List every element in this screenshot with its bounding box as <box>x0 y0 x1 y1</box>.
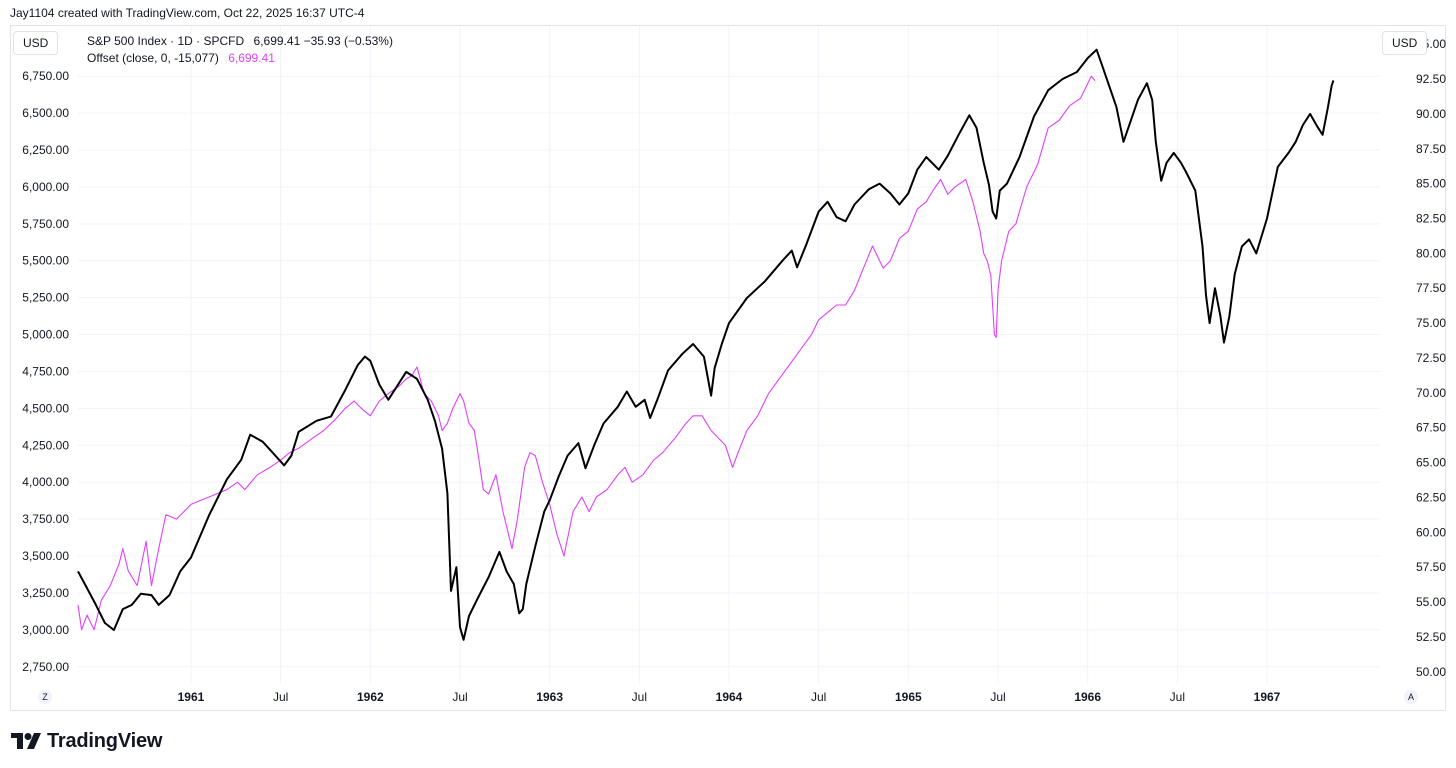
left-axis-tick-label: 6,500.00 <box>22 106 69 120</box>
axis-labels: 2,750.00 3,000.00 3,250.00 3,500.00 3,750.00… <box>22 37 1446 704</box>
right-axis-tick-label: 57.50 <box>1416 560 1446 574</box>
left-axis-tick-label: 5,000.00 <box>22 328 69 342</box>
x-axis-tick-label: 1961 <box>178 690 205 704</box>
x-axis-tick-label: 1966 <box>1074 690 1101 704</box>
right-axis-tick-label: 75.00 <box>1416 316 1446 330</box>
right-axis-tick-label: 60.00 <box>1416 525 1446 539</box>
right-axis-tick-label: 62.50 <box>1416 490 1446 504</box>
left-axis-tick-label: 5,750.00 <box>22 217 69 231</box>
grid-lines <box>78 26 1380 683</box>
x-axis-tick-label: Jul <box>811 690 826 704</box>
chart-caption: Jay1104 created with TradingView.com, Oc… <box>10 6 365 20</box>
left-axis-tick-label: 4,000.00 <box>22 475 69 489</box>
x-axis-tick-label: 1964 <box>716 690 743 704</box>
legend-main-label: S&P 500 Index · 1D · SPCFD <box>87 34 245 48</box>
right-axis-tick-label: 85.00 <box>1416 177 1446 191</box>
legend-main-series[interactable]: S&P 500 Index · 1D · SPCFD 6,699.41 −35.… <box>87 34 393 48</box>
left-axis-tick-label: 5,250.00 <box>22 291 69 305</box>
right-axis-tick-label: 90.00 <box>1416 107 1446 121</box>
left-axis-tick-label: 3,750.00 <box>22 512 69 526</box>
timezone-button[interactable]: Z <box>38 690 52 704</box>
right-axis-tick-label: 55.00 <box>1416 595 1446 609</box>
right-axis-tick-label: 72.50 <box>1416 351 1446 365</box>
right-axis-tick-label: 92.50 <box>1416 72 1446 86</box>
brand-name: TradingView <box>47 729 163 752</box>
left-axis-tick-label: 6,750.00 <box>22 69 69 83</box>
left-axis-tick-label: 5,500.00 <box>22 254 69 268</box>
x-axis-tick-label: 1962 <box>357 690 384 704</box>
tradingview-logo: TradingView <box>11 729 162 753</box>
x-axis-tick-label: 1967 <box>1254 690 1281 704</box>
series-layer <box>77 48 1335 641</box>
x-axis-tick-label: Jul <box>452 690 467 704</box>
left-axis-tick-label: 6,000.00 <box>22 180 69 194</box>
x-axis-tick-label: Jul <box>632 690 647 704</box>
left-axis-tick-label: 3,250.00 <box>22 586 69 600</box>
left-axis-tick-label: 4,750.00 <box>22 364 69 378</box>
left-currency-button[interactable]: USD <box>13 31 59 55</box>
right-axis-tick-label: 82.50 <box>1416 211 1446 225</box>
legend-offset-label: Offset (close, 0, -15,077) <box>87 51 219 65</box>
right-axis-tick-label: 77.50 <box>1416 281 1446 295</box>
x-axis-tick-label: Jul <box>990 690 1005 704</box>
left-axis-tick-label: 4,250.00 <box>22 438 69 452</box>
right-axis-tick-label: 67.50 <box>1416 421 1446 435</box>
x-axis-tick-label: Jul <box>273 690 288 704</box>
right-axis-tick-label: 70.00 <box>1416 386 1446 400</box>
left-axis-tick-label: 4,500.00 <box>22 401 69 415</box>
auto-scale-button[interactable]: A <box>1404 690 1418 704</box>
tradingview-logo-icon <box>11 733 41 749</box>
left-axis-tick-label: 3,000.00 <box>22 623 69 637</box>
right-currency-button[interactable]: USD <box>1382 31 1428 55</box>
right-axis-tick-label: 80.00 <box>1416 246 1446 260</box>
x-axis-tick-label: 1965 <box>895 690 922 704</box>
x-axis-tick-label: Jul <box>1170 690 1185 704</box>
x-axis-tick-label: 1963 <box>536 690 563 704</box>
left-axis-tick-label: 3,500.00 <box>22 549 69 563</box>
sp500-series-line <box>77 48 1335 641</box>
left-axis-tick-label: 6,250.00 <box>22 143 69 157</box>
right-axis-tick-label: 65.00 <box>1416 456 1446 470</box>
left-axis-tick-label: 2,750.00 <box>22 660 69 674</box>
chart-frame <box>10 25 1446 711</box>
right-axis-tick-label: 50.00 <box>1416 665 1446 679</box>
right-axis-tick-label: 87.50 <box>1416 142 1446 156</box>
offset-series-line <box>77 75 1096 631</box>
legend-offset-series[interactable]: Offset (close, 0, -15,077) 6,699.41 <box>87 51 275 65</box>
legend-main-value: 6,699.41 −35.93 (−0.53%) <box>253 34 393 48</box>
right-axis-tick-label: 52.50 <box>1416 630 1446 644</box>
legend-offset-value: 6,699.41 <box>228 51 275 65</box>
